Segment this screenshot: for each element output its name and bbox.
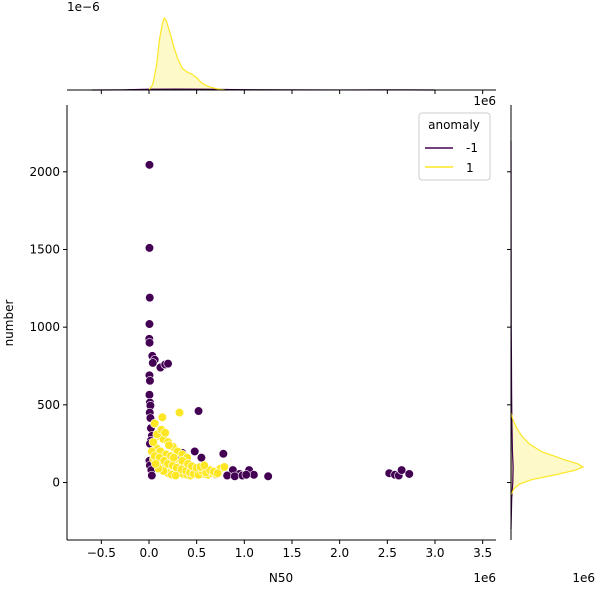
y-tick-label: 0 <box>52 476 60 490</box>
scatter-point <box>196 453 207 463</box>
top-marginal-kde-fills <box>91 18 435 90</box>
top-marginal-kde-line <box>148 16 226 91</box>
scatter-point <box>174 408 185 418</box>
x-axis-label: N50 <box>269 571 293 585</box>
x-axis-offset-label: 1e6 <box>473 571 496 585</box>
scatter-point <box>190 446 200 457</box>
legend: anomaly -1 1 <box>418 112 491 181</box>
scatter-point <box>397 465 407 475</box>
y-tick-label: 1000 <box>29 320 60 334</box>
legend-entry-label: -1 <box>466 141 478 155</box>
scatter-point <box>169 453 179 463</box>
y-tick-label: 1500 <box>29 242 60 256</box>
top-marginal: 1e−6 1e6 <box>67 0 496 108</box>
y-tick-label: 2000 <box>29 165 60 179</box>
scatter-point <box>145 293 155 303</box>
x-tick-label: −0.5 <box>87 546 116 560</box>
x-tick-label: 3.5 <box>473 546 492 560</box>
y-axis-label: number <box>2 300 16 347</box>
right-marginal: 1e6 <box>507 105 595 585</box>
scatter-points <box>144 160 414 481</box>
scatter-point <box>249 470 259 480</box>
scatter-point <box>145 376 155 386</box>
x-tick-label: 2.5 <box>378 546 397 560</box>
top-marginal-kde-lines <box>91 16 435 91</box>
top-marginal-xaxis-offset-label: 1e6 <box>473 94 496 108</box>
legend-box <box>418 112 491 181</box>
scatter-point <box>160 428 170 438</box>
scatter-point <box>171 470 181 481</box>
y-tick-label: 500 <box>37 398 60 412</box>
y-axis-ticks: 0 500 1000 1500 2000 <box>29 165 67 490</box>
scatter-point <box>144 390 155 400</box>
right-marginal-offset-label: 1e6 <box>572 571 595 585</box>
scatter-point <box>157 412 167 422</box>
scatter-point <box>148 437 158 447</box>
scatter-point <box>230 471 240 481</box>
scatter-point <box>199 460 209 471</box>
scatter-point <box>404 469 414 479</box>
scatter-point <box>151 459 161 469</box>
legend-title: anomaly <box>428 118 480 132</box>
legend-entry-label: 1 <box>466 161 474 175</box>
x-axis-ticks: −0.5 0.0 0.5 1.0 1.5 2.0 2.5 3.0 3.5 <box>87 540 492 560</box>
scatter-point <box>218 449 228 459</box>
scatter-point <box>213 468 223 478</box>
right-marginal-kde-line <box>510 412 585 496</box>
scatter-point <box>144 319 155 329</box>
x-tick-label: 0.0 <box>139 546 158 560</box>
x-tick-label: 0.5 <box>187 546 206 560</box>
scatter-point <box>164 440 174 450</box>
scatter-point <box>147 470 157 481</box>
scatter-point <box>144 243 155 253</box>
scatter-point <box>219 462 229 472</box>
top-marginal-kde-fill <box>148 18 226 90</box>
scatter-point <box>150 418 160 429</box>
x-tick-label: 1.5 <box>282 546 301 560</box>
scatter-point <box>144 338 155 348</box>
top-marginal-ticks <box>100 90 484 94</box>
right-marginal-ticks <box>507 171 511 484</box>
scatter-point <box>193 406 204 416</box>
top-marginal-offset-label: 1e−6 <box>67 0 100 14</box>
x-tick-label: 2.0 <box>330 546 349 560</box>
scatter-point <box>263 471 273 481</box>
main-axes: −0.5 0.0 0.5 1.0 1.5 2.0 2.5 3.0 3.5 0 500 1000 150… <box>2 105 496 585</box>
x-tick-label: 3.0 <box>425 546 444 560</box>
scatter-point <box>144 160 155 170</box>
scatter-point <box>148 358 158 368</box>
scatter-point <box>222 470 232 481</box>
scatter-point <box>241 470 251 480</box>
x-tick-label: 1.0 <box>235 546 254 560</box>
scatter-point <box>163 359 173 369</box>
